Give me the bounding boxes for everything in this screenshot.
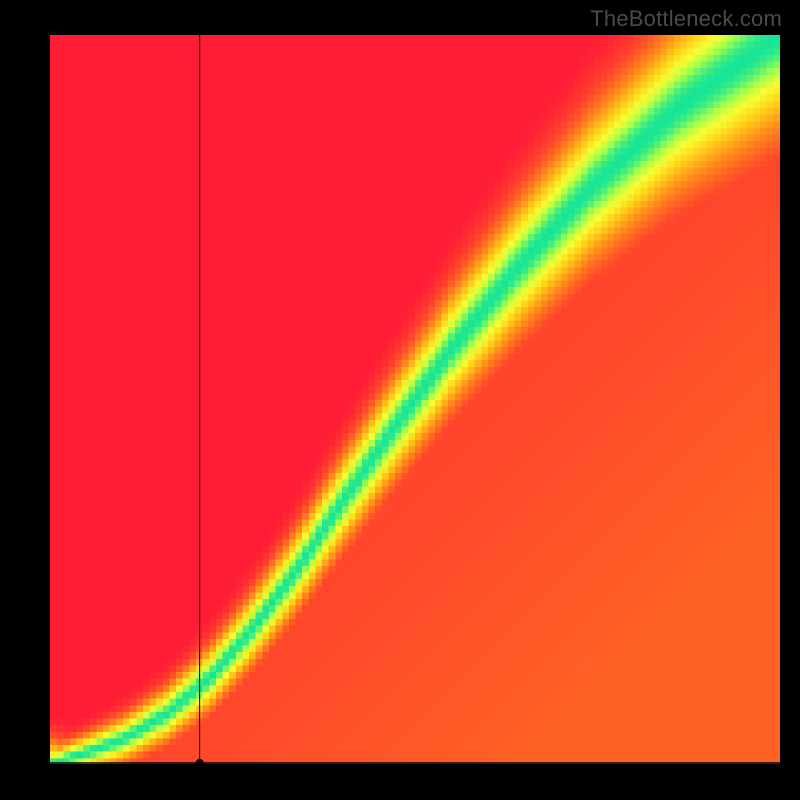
- watermark-text: TheBottleneck.com: [590, 6, 782, 32]
- plot-area: [50, 35, 780, 765]
- figure-root: TheBottleneck.com: [0, 0, 800, 800]
- heatmap-canvas: [50, 35, 780, 765]
